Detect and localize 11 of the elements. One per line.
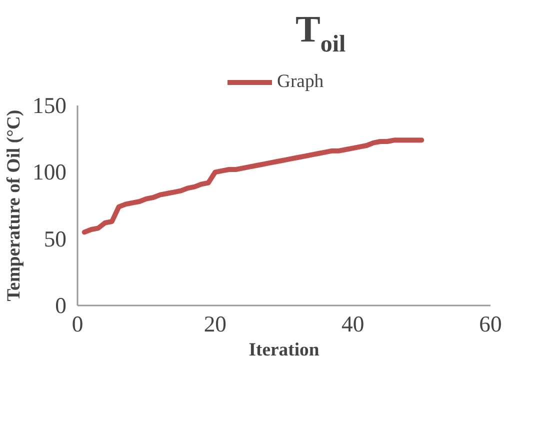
x-tick-label: 0 xyxy=(72,312,84,336)
x-tick-label: 40 xyxy=(342,312,364,336)
y-tick-label: 0 xyxy=(55,293,66,318)
legend-label: Graph xyxy=(277,71,324,93)
x-tick-label: 60 xyxy=(479,312,502,336)
y-axis-title: Temperature of Oil (°C) xyxy=(4,110,25,302)
x-tick-label: 20 xyxy=(204,312,226,336)
y-tick-label: 100 xyxy=(32,160,66,185)
y-tick-label: 50 xyxy=(44,226,66,252)
y-tick-label: 150 xyxy=(32,93,66,118)
x-axis-title: Iteration xyxy=(248,340,320,360)
